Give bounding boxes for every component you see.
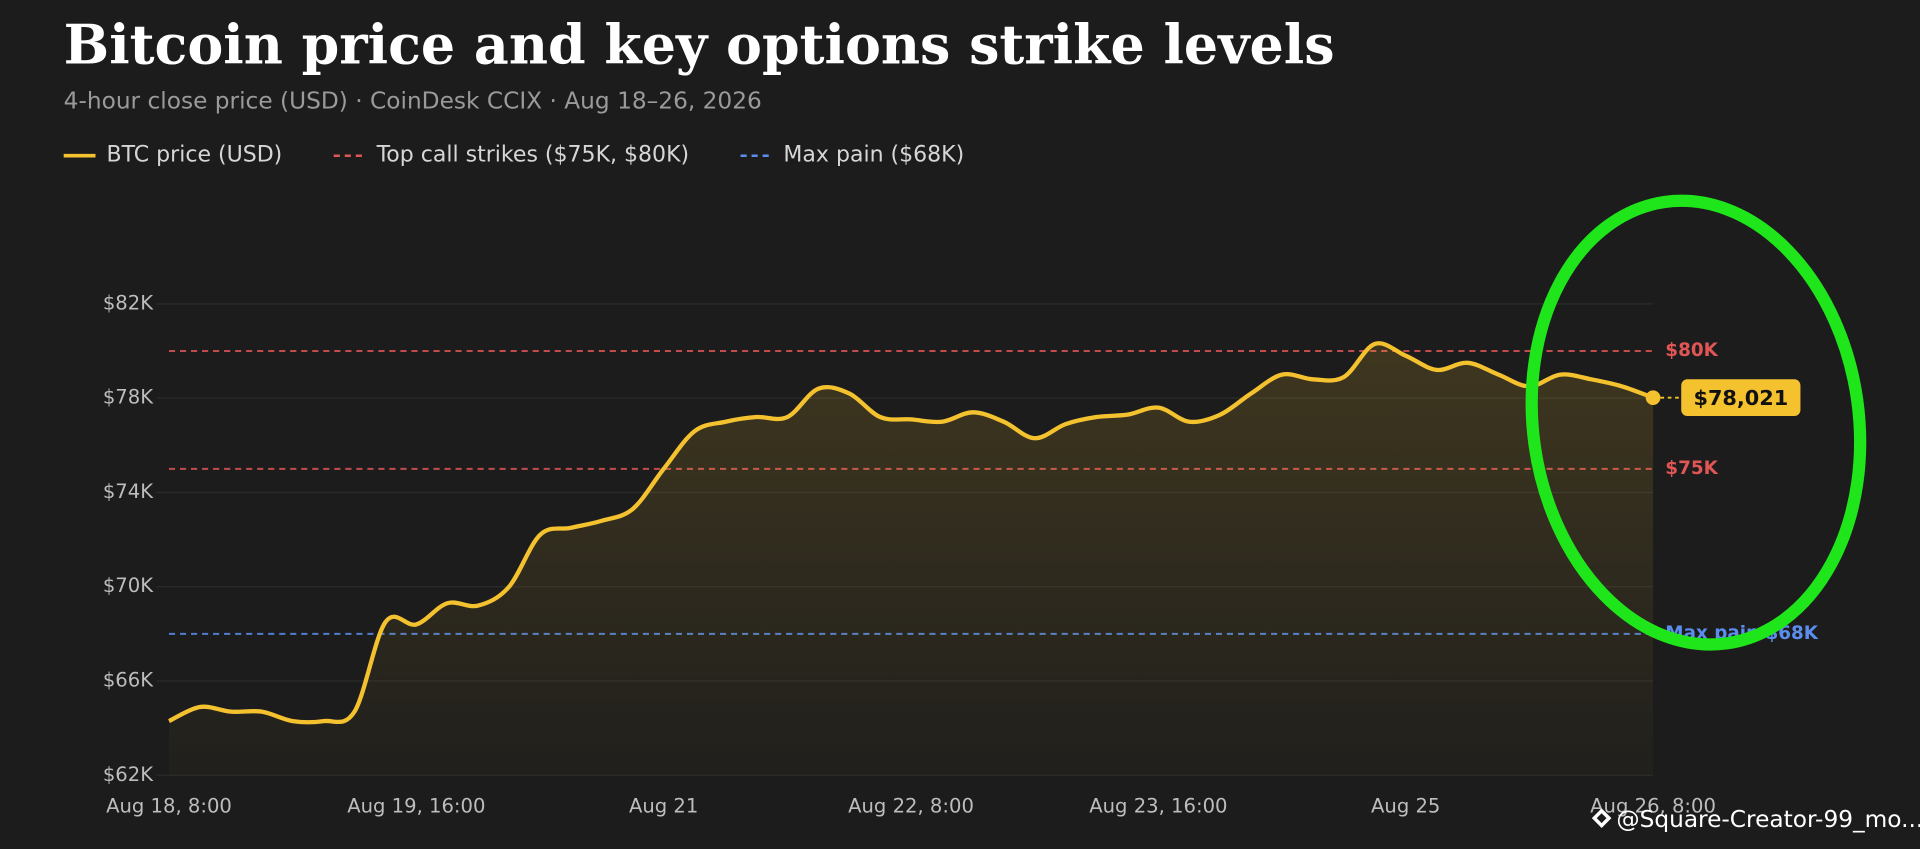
y-tick-label: $82K	[103, 291, 154, 314]
y-tick-label: $66K	[103, 669, 154, 692]
legend-label: Max pain ($68K)	[783, 143, 964, 168]
chart-title: Bitcoin price and key options strike lev…	[64, 12, 1335, 76]
chart-subtitle: 4-hour close price (USD) · CoinDesk CCIX…	[64, 87, 762, 114]
watermark-text: @Square-Creator-99_mo...	[1616, 806, 1920, 833]
value-label: $78,021	[1693, 386, 1788, 410]
value-label-box	[1681, 379, 1801, 417]
legend-label: BTC price (USD)	[107, 143, 283, 168]
legend: BTC price (USD) Top call strikes ($75K, $…	[63, 143, 964, 168]
y-tick-label: $74K	[103, 480, 154, 503]
reference-label: $75K	[1665, 458, 1718, 479]
x-tick-label: Aug 25	[1371, 795, 1440, 818]
legend-label: Top call strikes ($75K, $80K)	[376, 143, 690, 168]
y-tick-label: $70K	[103, 574, 154, 597]
watermark: @Square-Creator-99_mo...	[1591, 806, 1920, 833]
x-tick-label: Aug 22, 8:00	[848, 795, 974, 818]
x-tick-label: Aug 18, 8:00	[106, 795, 232, 818]
x-tick-label: Aug 19, 16:00	[347, 795, 485, 818]
last-point	[1645, 390, 1661, 406]
x-tick-label: Aug 26, 8:00	[1590, 795, 1716, 818]
plot-area: $62K $66K $70K $74K $78K $82K Aug 18, 8:00 Aug …	[103, 291, 1716, 817]
highlight-circle	[1525, 194, 1867, 651]
watermark-icon	[1591, 808, 1612, 828]
y-tick-label: $62K	[103, 763, 154, 786]
x-tick-label: Aug 21	[629, 795, 698, 818]
x-tick-label: Aug 23, 16:00	[1089, 795, 1227, 818]
price-area	[168, 343, 1654, 776]
price-line	[168, 341, 1654, 725]
reference-label: $80K	[1665, 340, 1718, 361]
y-tick-label: $78K	[103, 386, 154, 409]
